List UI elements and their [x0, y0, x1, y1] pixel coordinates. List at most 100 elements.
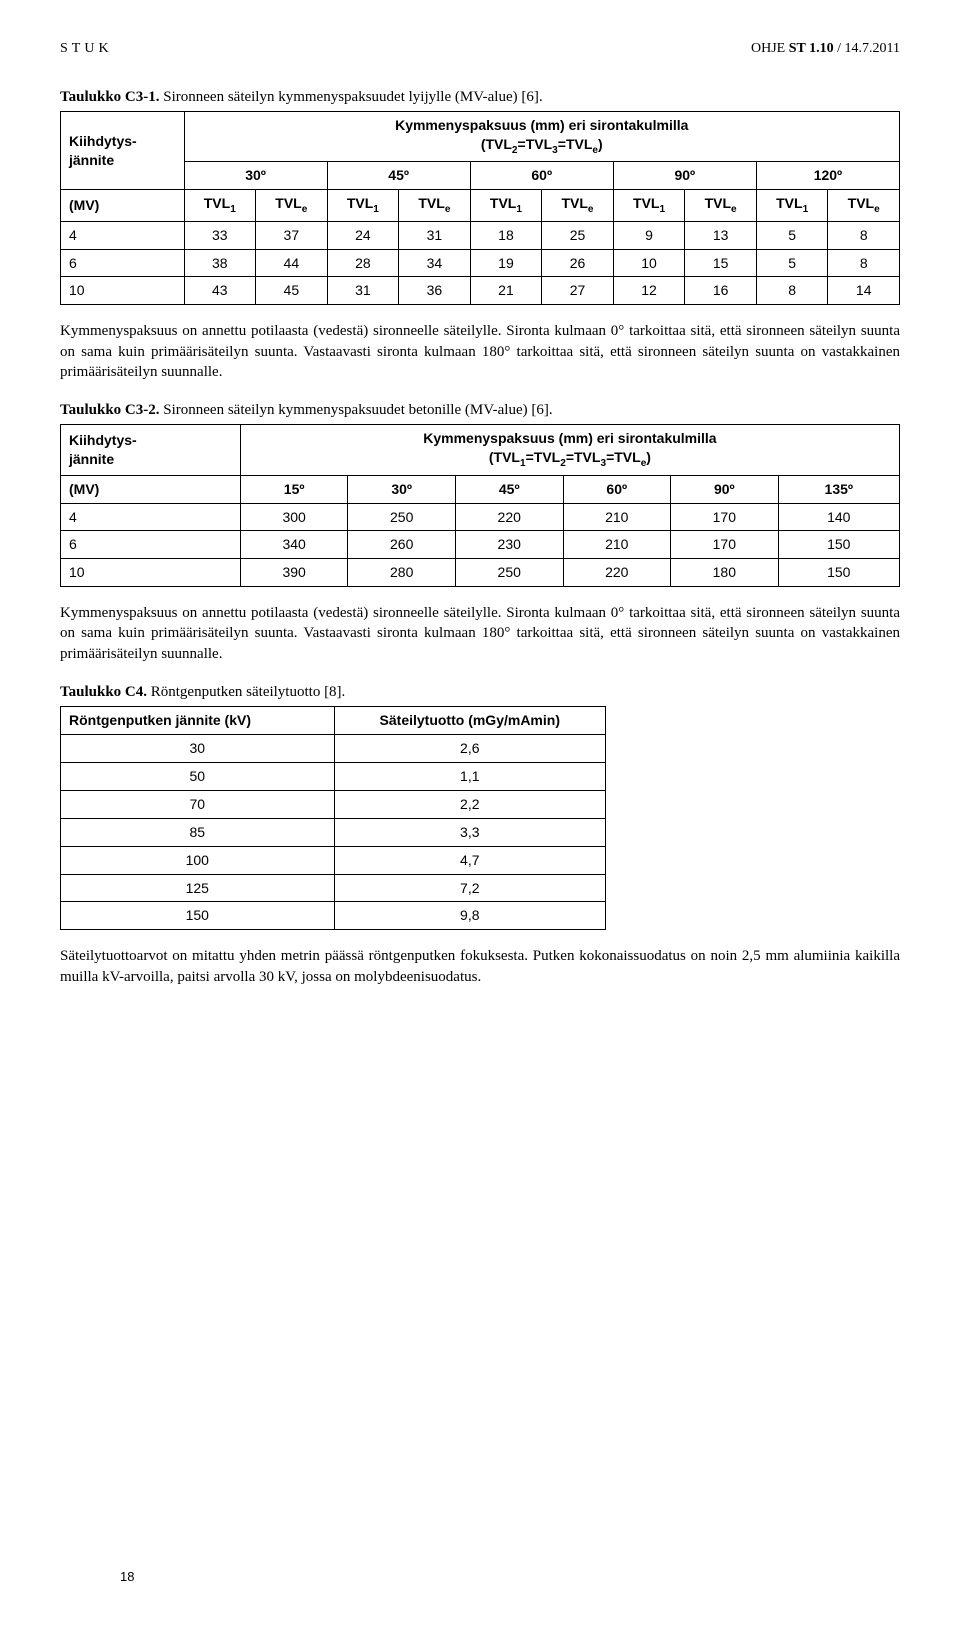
table-cell: Säteilytuotto (mGy/mAmin) [334, 707, 605, 735]
table-cell: 9,8 [334, 902, 605, 930]
table-cell: 9 [613, 221, 685, 249]
table-cell: TVL1 [756, 190, 828, 221]
table-cell: 85 [61, 818, 335, 846]
table-cell: 1,1 [334, 763, 605, 791]
table-cell: 37 [256, 221, 328, 249]
header-left: STUK [60, 40, 113, 59]
table-cell: 45 [256, 277, 328, 305]
header-right: OHJE ST 1.10 / 14.7.2011 [751, 40, 900, 59]
table-cell: 4,7 [334, 846, 605, 874]
table-cell: TVLe [399, 190, 471, 221]
table-cell: 38 [184, 249, 256, 277]
table-cell: 250 [455, 559, 563, 587]
table-cell: 7,2 [334, 874, 605, 902]
table-cell: 230 [455, 531, 563, 559]
table-cell: 120º [756, 162, 899, 190]
table-cell: 15 [685, 249, 757, 277]
table-cell: Kiihdytys-jännite [61, 112, 185, 190]
table-cell: 10 [613, 249, 685, 277]
table-cell: TVLe [542, 190, 614, 221]
table-cell: 60º [470, 162, 613, 190]
table-cell: 16 [685, 277, 757, 305]
table-cell: 150 [778, 531, 899, 559]
table-cell: (MV) [61, 190, 185, 221]
table-cell: 33 [184, 221, 256, 249]
table-cell: 220 [563, 559, 671, 587]
caption-c3-1: Taulukko C3-1. Sironneen säteilyn kymmen… [60, 87, 900, 107]
table-cell: TVL1 [470, 190, 542, 221]
table-cell: 12 [613, 277, 685, 305]
table-cell: 28 [327, 249, 399, 277]
table-cell: 6 [61, 249, 185, 277]
table-cell: 14 [828, 277, 900, 305]
table-cell: Röntgenputken jännite (kV) [61, 707, 335, 735]
table-cell: 280 [348, 559, 456, 587]
table-cell: 300 [240, 503, 348, 531]
paragraph-1: Kymmenyspaksuus on annettu potilaasta (v… [60, 321, 900, 382]
table-cell: 8 [828, 249, 900, 277]
table-cell: 210 [563, 531, 671, 559]
table-cell: 60º [563, 475, 671, 503]
table-cell: 50 [61, 763, 335, 791]
table-cell: (MV) [61, 475, 241, 503]
table-cell: 4 [61, 503, 241, 531]
table-cell: 43 [184, 277, 256, 305]
table-cell: 36 [399, 277, 471, 305]
table-cell: 5 [756, 249, 828, 277]
table-cell: 125 [61, 874, 335, 902]
table-cell: 30º [184, 162, 327, 190]
table-cell: 31 [399, 221, 471, 249]
table-cell: 13 [685, 221, 757, 249]
table-cell: 25 [542, 221, 614, 249]
table-cell: 31 [327, 277, 399, 305]
table-cell: 6 [61, 531, 241, 559]
table-cell: 135º [778, 475, 899, 503]
table-cell: 150 [61, 902, 335, 930]
paragraph-3: Säteilytuottoarvot on mitattu yhden metr… [60, 946, 900, 987]
table-cell: 180 [671, 559, 779, 587]
page-number: 18 [120, 1568, 134, 1586]
table-cell: 90º [671, 475, 779, 503]
table-cell: 26 [542, 249, 614, 277]
table-cell: Kymmenyspaksuus (mm) eri sirontakulmilla… [184, 112, 900, 162]
table-cell: TVL1 [613, 190, 685, 221]
caption-c3-2: Taulukko C3-2. Sironneen säteilyn kymmen… [60, 400, 900, 420]
caption-c4: Taulukko C4. Röntgenputken säteilytuotto… [60, 682, 900, 702]
table-cell: 10 [61, 559, 241, 587]
table-cell: 8 [756, 277, 828, 305]
table-cell: TVLe [256, 190, 328, 221]
table-cell: 140 [778, 503, 899, 531]
table-cell: 30º [348, 475, 456, 503]
table-cell: 15º [240, 475, 348, 503]
table-cell: 70 [61, 790, 335, 818]
table-cell: 90º [613, 162, 756, 190]
table-cell: 8 [828, 221, 900, 249]
table-cell: Kymmenyspaksuus (mm) eri sirontakulmilla… [240, 425, 899, 475]
table-cell: TVL1 [184, 190, 256, 221]
table-cell: 220 [455, 503, 563, 531]
table-cell: 24 [327, 221, 399, 249]
table-cell: 170 [671, 503, 779, 531]
table-cell: 170 [671, 531, 779, 559]
table-cell: 45º [327, 162, 470, 190]
table-cell: 19 [470, 249, 542, 277]
table-cell: 2,2 [334, 790, 605, 818]
table-cell: 4 [61, 221, 185, 249]
table-cell: 10 [61, 277, 185, 305]
table-cell: 210 [563, 503, 671, 531]
table-c4: Röntgenputken jännite (kV)Säteilytuotto … [60, 706, 606, 930]
table-cell: 250 [348, 503, 456, 531]
table-cell: 30 [61, 735, 335, 763]
table-cell: 100 [61, 846, 335, 874]
table-cell: 45º [455, 475, 563, 503]
table-cell: 150 [778, 559, 899, 587]
page-header: STUK OHJE ST 1.10 / 14.7.2011 [60, 40, 900, 59]
table-cell: TVL1 [327, 190, 399, 221]
table-cell: 340 [240, 531, 348, 559]
table-cell: 3,3 [334, 818, 605, 846]
table-cell: TVLe [685, 190, 757, 221]
table-cell: 5 [756, 221, 828, 249]
table-cell: 260 [348, 531, 456, 559]
table-cell: 27 [542, 277, 614, 305]
table-c3-1: Kiihdytys-jänniteKymmenyspaksuus (mm) er… [60, 111, 900, 305]
